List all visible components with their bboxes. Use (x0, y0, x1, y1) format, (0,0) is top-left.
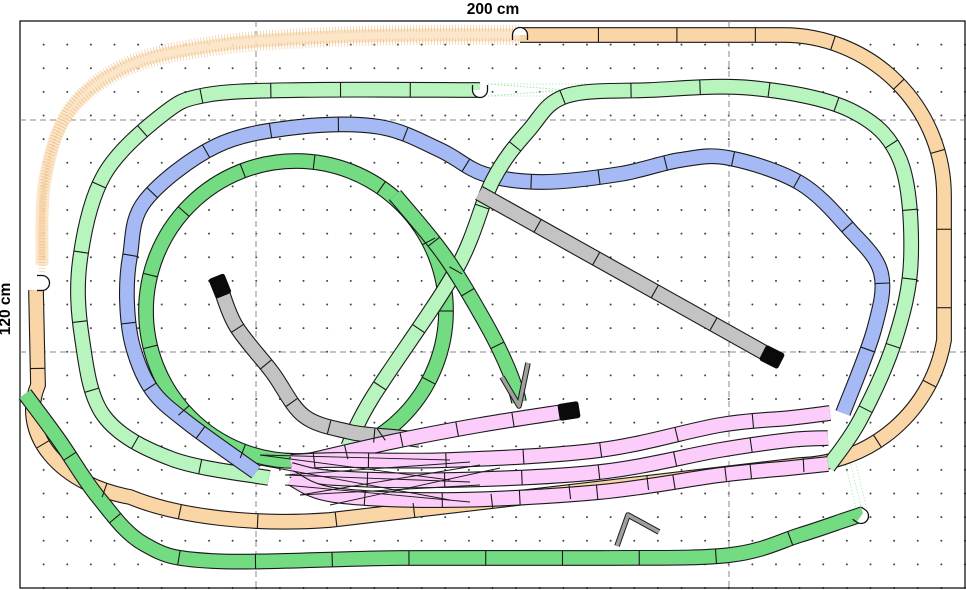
svg-text:200 cm: 200 cm (467, 1, 520, 18)
svg-text:120 cm: 120 cm (0, 283, 14, 336)
